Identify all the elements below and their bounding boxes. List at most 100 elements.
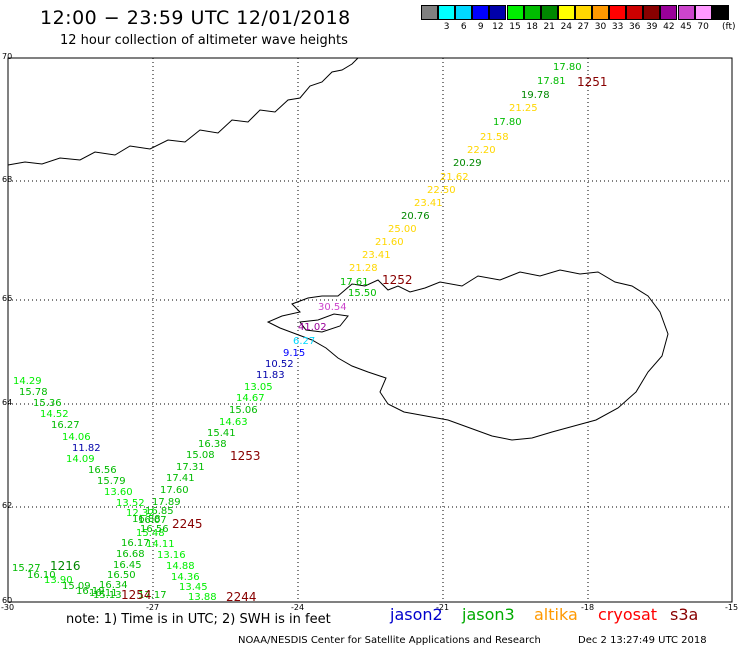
wave-height-value: 23.41: [362, 250, 391, 261]
longitude-label: -21: [436, 603, 450, 612]
wave-height-value: 13.60: [104, 487, 133, 498]
wave-height-value: 17.61: [340, 277, 369, 288]
color-scale-label: 24: [560, 22, 573, 32]
color-swatch: [523, 5, 541, 20]
mission-legend-s3a: s3a: [670, 605, 699, 624]
pass-number-label: 2244: [226, 590, 257, 604]
color-swatch: [438, 5, 456, 20]
wave-height-value: 17.31: [176, 462, 205, 473]
wave-height-value: 15.36: [33, 398, 62, 409]
wave-height-value: 21.28: [349, 263, 378, 274]
color-scale-label: 3: [443, 22, 450, 32]
pass-number-label: 1216: [50, 559, 81, 573]
wave-height-value: 15.79: [97, 476, 126, 487]
color-swatch: [609, 5, 627, 20]
wave-height-value: 12.32: [126, 508, 155, 519]
color-scale-label: 30: [594, 22, 607, 32]
pass-number-label: 1253: [230, 449, 261, 463]
wave-height-value: 16.27: [51, 420, 80, 431]
wave-height-value: 21.58: [480, 132, 509, 143]
mission-legend-jason2: jason2: [390, 605, 443, 624]
color-swatch: [592, 5, 609, 20]
wave-height-value: 15.50: [348, 288, 377, 299]
wave-height-value: 16.17: [121, 538, 150, 549]
color-swatch: [540, 5, 558, 20]
wave-height-value: 17.89: [152, 497, 181, 508]
color-swatch: [489, 5, 507, 20]
wave-height-value: 14.06: [62, 432, 91, 443]
wave-height-value: 20.29: [453, 158, 482, 169]
wave-height-value: 17.80: [553, 62, 582, 73]
wave-height-value: 16.56: [140, 524, 169, 535]
wave-height-value: 16.11: [89, 588, 118, 599]
wave-height-value: 14.11: [146, 539, 175, 550]
wave-height-value: 20.76: [401, 211, 430, 222]
wave-height-value: 14.63: [219, 417, 248, 428]
wave-height-labels: 17.80 17.81 19.78 21.25 17.80 21.58 22.20 20.29…: [12, 62, 582, 603]
greenland-coastline: [7, 57, 359, 166]
color-swatch: [660, 5, 678, 20]
wave-height-value: 15.41: [207, 428, 236, 439]
wave-height-value: 19.78: [521, 90, 550, 101]
map-subtitle: 12 hour collection of altimeter wave hei…: [60, 33, 348, 48]
wave-height-value: 16.85: [145, 506, 174, 517]
latitude-label: 60: [2, 596, 13, 605]
wave-height-value: 16.68: [116, 549, 145, 560]
wave-height-value: 11.82: [72, 443, 101, 454]
wave-height-value: 15.78: [19, 387, 48, 398]
wave-height-value: 23.41: [414, 198, 443, 209]
longitude-label: -30: [1, 603, 15, 612]
wave-height-value: 17.17: [138, 590, 167, 601]
color-scale-label: 33: [611, 22, 624, 32]
mission-legend-altika: altika: [534, 605, 578, 624]
color-swatch: [694, 5, 712, 20]
wave-height-value: 13.90: [44, 575, 73, 586]
wave-height-value: 15.48: [136, 528, 165, 539]
pass-labels: 1251 1252 1253 2245 2244 1216 1254: [50, 75, 608, 604]
color-swatch: [711, 5, 729, 20]
wave-height-value: 11.83: [256, 370, 285, 381]
color-scale-label: 36: [628, 22, 641, 32]
wave-height-value: 13.16: [157, 550, 186, 561]
color-scale-label: 18: [526, 22, 538, 32]
wave-height-value: 15.08: [186, 450, 215, 461]
color-scale-label: 21: [543, 22, 555, 32]
wave-height-value: 30.54: [318, 302, 347, 313]
wave-height-value: 21.62: [440, 172, 469, 183]
color-scale-label: 6: [460, 22, 467, 32]
wave-height-value: 17.80: [493, 117, 522, 128]
wave-height-value: 6.27: [293, 336, 315, 347]
wave-height-value: 16.38: [198, 439, 227, 450]
color-swatch: [472, 5, 490, 20]
map-title: 12:00 − 23:59 UTC 12/01/2018: [40, 7, 351, 29]
mission-legend-jason3: jason3: [462, 605, 515, 624]
wave-height-value: 16.50: [107, 570, 136, 581]
color-swatch: [626, 5, 644, 20]
longitude-label: -18: [581, 603, 595, 612]
wave-height-value: 14.09: [66, 454, 95, 465]
latitude-label: 64: [2, 398, 13, 407]
color-scale-label: 27: [577, 22, 590, 32]
credit-line: NOAA/NESDIS Center for Satellite Applica…: [238, 635, 541, 646]
mission-legend-cryosat: cryosat: [598, 605, 658, 624]
latitude-label: 68: [2, 175, 13, 184]
wave-height-value: 13.05: [244, 382, 273, 393]
wave-height-value: 41.02: [298, 322, 327, 333]
pass-number-label: 1251: [577, 75, 608, 89]
footer-note: note: 1) Time is in UTC; 2) SWH is in fe…: [66, 612, 331, 627]
wave-height-value: 16.19: [76, 586, 105, 597]
wave-height-value: 15.13: [93, 590, 122, 601]
wave-height-value: 21.60: [375, 237, 404, 248]
wave-height-value: 14.88: [166, 561, 195, 572]
color-scale-label: 70: [697, 22, 709, 32]
pass-number-label: 1254: [121, 588, 152, 602]
color-swatch: [643, 5, 661, 20]
latitude-label: 70: [2, 52, 13, 61]
wave-height-value: 13.52: [116, 498, 145, 509]
wave-height-value: 13.88: [188, 592, 217, 603]
longitude-label: -24: [291, 603, 305, 612]
wave-height-value: 16.07: [138, 515, 167, 526]
wave-height-value: 21.25: [509, 103, 538, 114]
wave-height-value: 13.45: [179, 582, 208, 593]
